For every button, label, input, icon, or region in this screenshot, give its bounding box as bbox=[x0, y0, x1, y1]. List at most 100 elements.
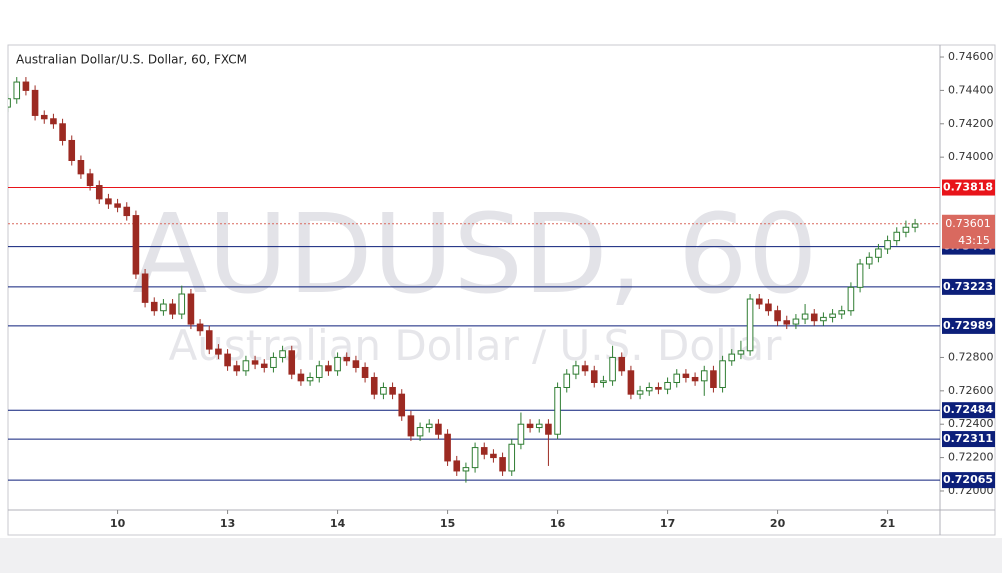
last-price-label: 0.73601 bbox=[945, 217, 991, 230]
candle-body bbox=[407, 415, 415, 437]
candle-body bbox=[618, 356, 626, 372]
y-tick-label: 0.74000 bbox=[948, 150, 994, 163]
candle-body bbox=[352, 360, 360, 368]
candle-body bbox=[838, 310, 846, 315]
countdown-label: 43:15 bbox=[958, 234, 990, 247]
candle-body bbox=[205, 330, 213, 350]
candle-body bbox=[8, 98, 11, 108]
candle-body bbox=[820, 316, 827, 322]
candle-body bbox=[572, 365, 580, 375]
candle-body bbox=[444, 433, 451, 462]
candle-body bbox=[361, 366, 369, 378]
level-tag bbox=[942, 402, 995, 419]
level-tag bbox=[942, 317, 995, 334]
candle-body bbox=[196, 323, 204, 332]
candle-body bbox=[535, 423, 543, 429]
candle-body bbox=[471, 447, 479, 469]
candle-body bbox=[68, 139, 76, 161]
level-tag bbox=[942, 278, 995, 295]
level-label: 0.72484 bbox=[943, 403, 993, 416]
candle-body bbox=[416, 427, 424, 437]
candle-body bbox=[343, 356, 351, 362]
candle-body bbox=[260, 363, 268, 368]
candle-body bbox=[645, 386, 653, 392]
x-tick-label: 13 bbox=[220, 517, 235, 530]
level-tag bbox=[942, 179, 995, 196]
candle-body bbox=[425, 423, 433, 429]
candle-body bbox=[86, 173, 94, 187]
chart-title: Australian Dollar/U.S. Dollar, 60, FXCM bbox=[16, 53, 247, 67]
candle-body bbox=[490, 453, 497, 459]
candle-body bbox=[563, 373, 571, 388]
x-tick-label: 17 bbox=[660, 517, 675, 530]
candle-body bbox=[77, 159, 85, 175]
candle-body bbox=[315, 365, 323, 378]
y-tick-label: 0.72200 bbox=[948, 451, 994, 464]
candle-body bbox=[251, 360, 259, 365]
x-tick-label: 16 bbox=[550, 517, 566, 530]
y-tick-label: 0.72400 bbox=[948, 417, 994, 430]
candle-body bbox=[40, 114, 48, 120]
y-tick-label: 0.74400 bbox=[948, 83, 994, 96]
candle-body bbox=[792, 318, 800, 325]
candle-body bbox=[31, 89, 39, 116]
candle-body bbox=[306, 376, 314, 382]
candle-body bbox=[911, 223, 919, 228]
candle-body bbox=[600, 380, 607, 383]
footer-band bbox=[0, 538, 1002, 573]
candle-body bbox=[884, 240, 891, 250]
level-label: 0.73818 bbox=[943, 181, 993, 194]
candle-body bbox=[581, 365, 589, 372]
axes: 0.74600 0.74400 0.74200 0.74000 0.72800 0.726… bbox=[110, 50, 995, 530]
candle-body bbox=[856, 263, 864, 288]
candle-body bbox=[123, 206, 131, 217]
level-label: 0.72065 bbox=[943, 473, 993, 486]
watermark: AUDUSD, 60 bbox=[132, 190, 817, 318]
candle-body bbox=[636, 390, 644, 395]
candle-body bbox=[865, 256, 873, 265]
candle-body bbox=[710, 370, 717, 388]
plot-area bbox=[8, 77, 940, 483]
candle-body bbox=[242, 360, 250, 372]
candle-body bbox=[554, 386, 561, 435]
watermark-subtitle: Australian Dollar / U.S. Dollar bbox=[169, 321, 783, 370]
x-tick-label: 20 bbox=[770, 517, 786, 530]
candle-body bbox=[517, 423, 525, 445]
candle-body bbox=[728, 353, 736, 362]
candle-body bbox=[288, 350, 296, 375]
candle-body bbox=[114, 203, 121, 208]
level-tag bbox=[942, 431, 995, 448]
candle-body bbox=[279, 350, 286, 358]
candle-body bbox=[902, 226, 910, 233]
candle-body bbox=[22, 81, 30, 91]
candle-body bbox=[141, 273, 149, 303]
candle-body bbox=[691, 376, 699, 382]
candle-body bbox=[224, 353, 231, 367]
level-label: 0.72989 bbox=[943, 319, 993, 332]
candle-body bbox=[95, 185, 103, 200]
last-price-tag bbox=[942, 214, 995, 249]
candle-body bbox=[187, 293, 195, 325]
candle-body bbox=[829, 313, 836, 318]
candle-body bbox=[545, 423, 552, 435]
candle-body bbox=[215, 348, 222, 355]
y-tick-label: 0.72800 bbox=[948, 350, 994, 363]
candle-body bbox=[325, 365, 332, 372]
candle-body bbox=[13, 81, 21, 100]
candle-body bbox=[655, 386, 662, 390]
candle-body bbox=[380, 386, 387, 395]
candle-body bbox=[169, 303, 176, 315]
candle-body bbox=[508, 443, 516, 472]
candle-body bbox=[435, 423, 442, 435]
candle-body bbox=[755, 298, 763, 305]
candle-body bbox=[875, 248, 882, 258]
candle-body bbox=[59, 123, 66, 141]
candle-body bbox=[847, 286, 855, 312]
candle-body bbox=[370, 376, 378, 395]
y-tick-label: 0.72600 bbox=[948, 384, 994, 397]
candle-body bbox=[178, 293, 186, 315]
y-tick-label: 0.74600 bbox=[948, 50, 994, 63]
candle-body bbox=[270, 356, 277, 368]
candle-body bbox=[774, 310, 781, 322]
candle-body bbox=[453, 460, 461, 472]
